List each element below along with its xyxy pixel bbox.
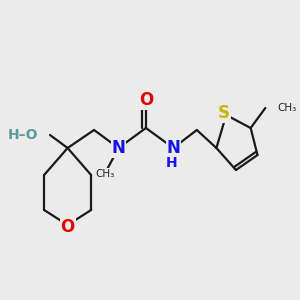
Text: H: H	[166, 156, 177, 170]
Text: S: S	[218, 104, 230, 122]
Text: N: N	[112, 139, 125, 157]
Text: O: O	[139, 91, 153, 109]
Text: O: O	[61, 218, 75, 236]
Text: H–O: H–O	[8, 128, 38, 142]
Text: CH₃: CH₃	[277, 103, 296, 113]
Text: CH₃: CH₃	[95, 169, 114, 179]
Text: N: N	[167, 139, 180, 157]
